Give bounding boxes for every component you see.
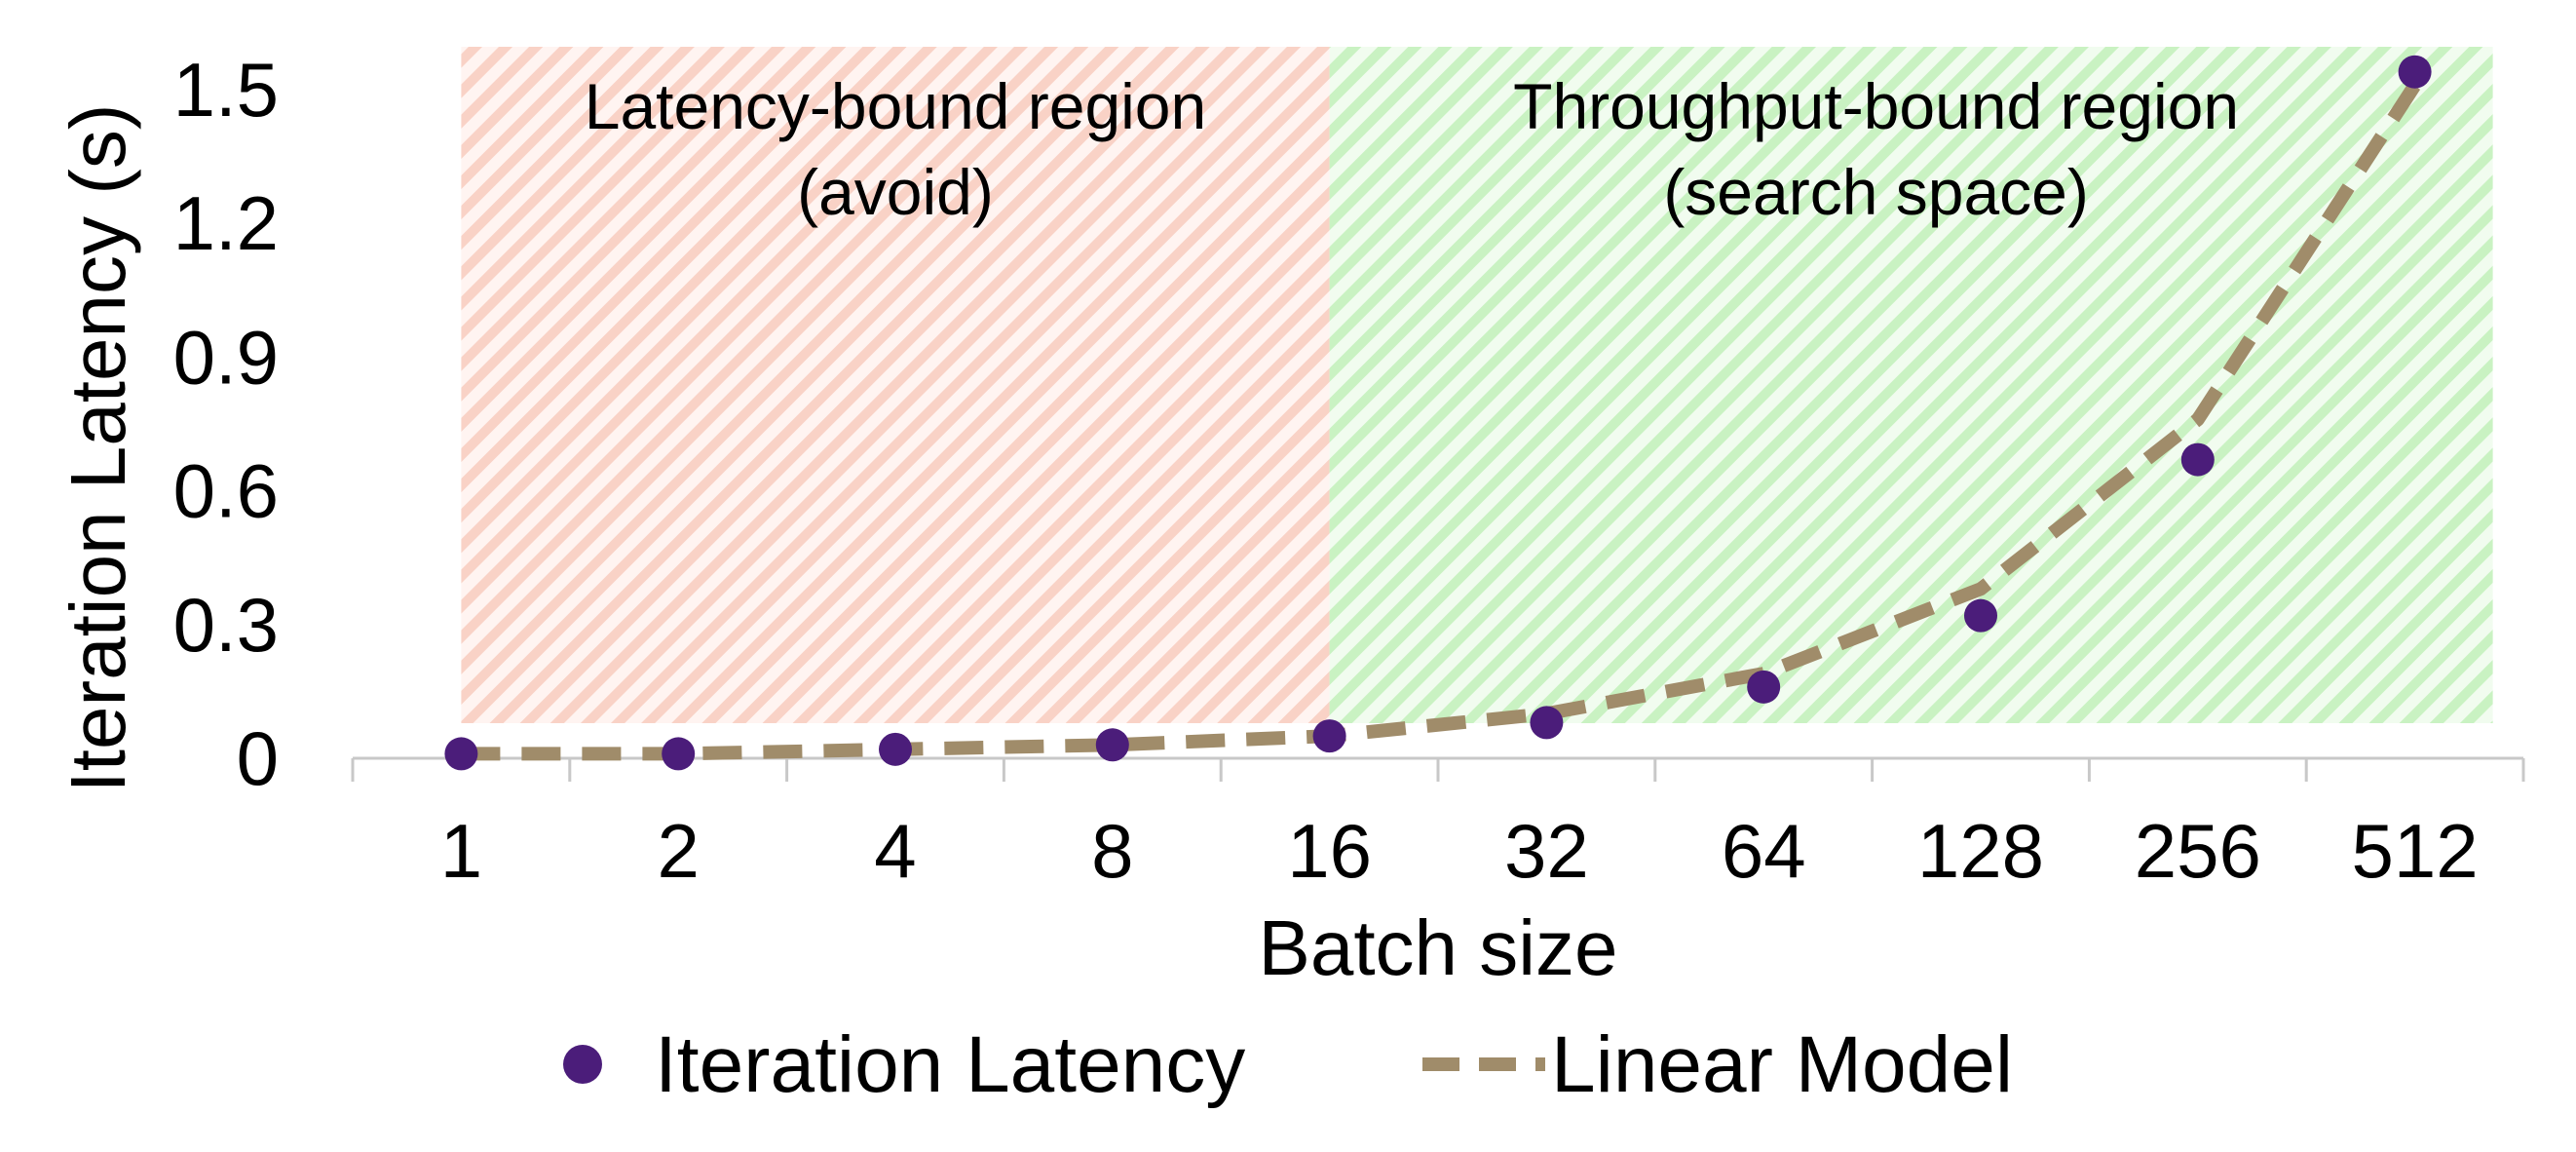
region-latency-bound [461, 47, 1330, 723]
y-tick-label: 0.9 [173, 314, 279, 400]
x-tick-label: 16 [1287, 808, 1372, 894]
y-tick-label: 0.3 [173, 582, 279, 668]
region-layer [461, 47, 2493, 723]
legend-label-iteration-latency: Iteration Latency [655, 1020, 1245, 1109]
y-ticks-layer: 0 0.3 0.6 0.9 1.2 1.5 [173, 47, 279, 801]
data-point-iteration-latency [879, 732, 912, 766]
legend-item-linear-model: Linear Model [1422, 1020, 2013, 1109]
region-label-throughput-bound-line1: Throughput-bound region [1513, 70, 2239, 142]
x-tick-label: 512 [2352, 808, 2479, 894]
model-line-layer [461, 81, 2421, 761]
y-tick-label: 1.2 [173, 180, 279, 266]
x-axis-title: Batch size [1258, 904, 1617, 991]
x-tick-label: 64 [1722, 808, 1806, 894]
legend-item-iteration-latency: Iteration Latency [563, 1020, 1245, 1109]
region-label-throughput-bound-line2: (search space) [1663, 156, 2089, 228]
x-tick-label: 2 [658, 808, 700, 894]
x-tick-label: 256 [2135, 808, 2261, 894]
y-tick-label: 1.5 [173, 47, 279, 133]
data-point-iteration-latency [1312, 719, 1346, 753]
x-tick-label: 4 [874, 808, 916, 894]
series-line-linear-model [461, 81, 2421, 761]
data-point-iteration-latency [662, 737, 696, 771]
y-tick-label: 0.6 [173, 448, 279, 534]
data-point-iteration-latency [1747, 670, 1781, 704]
data-point-iteration-latency [1964, 598, 1997, 633]
data-point-iteration-latency [2398, 55, 2432, 89]
region-label-layer: Latency-bound region (avoid) Throughput-bo… [585, 70, 2239, 228]
data-point-iteration-latency [2180, 442, 2215, 477]
legend-marker-iteration-latency [563, 1045, 602, 1084]
region-label-latency-bound-line2: (avoid) [797, 156, 994, 228]
region-label-latency-bound-line1: Latency-bound region [585, 70, 1206, 142]
x-tick-label: 128 [1917, 808, 2044, 894]
x-tick-label: 8 [1091, 808, 1133, 894]
x-tick-label: 32 [1504, 808, 1589, 894]
legend: Iteration Latency Linear Model [563, 1020, 2013, 1109]
y-axis-title: Iteration Latency (s) [55, 104, 141, 793]
points-layer [444, 55, 2432, 771]
y-tick-label: 0 [237, 715, 279, 801]
legend-label-linear-model: Linear Model [1551, 1020, 2013, 1109]
data-point-iteration-latency [1095, 728, 1129, 762]
x-tick-label: 1 [440, 808, 482, 894]
data-point-iteration-latency [1530, 706, 1564, 740]
x-ticks-layer: 1 2 4 8 16 32 64 128 256 512 [351, 758, 2525, 894]
data-point-iteration-latency [444, 737, 478, 771]
